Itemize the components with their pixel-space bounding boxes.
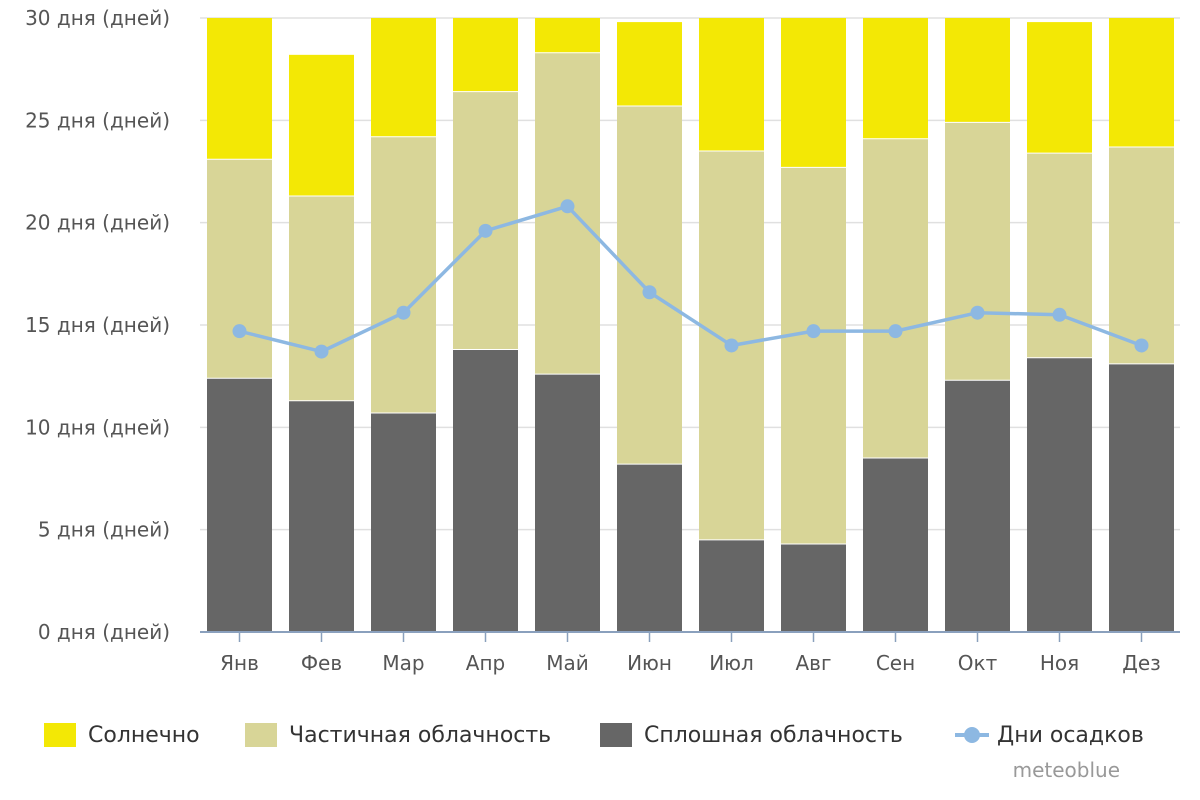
x-tick-label: Мар <box>382 651 424 675</box>
bar-segment <box>945 380 1010 632</box>
grid-lines <box>200 17 1180 531</box>
precipitation-point <box>970 305 985 320</box>
bar-segment <box>207 378 272 632</box>
x-tick-label: Апр <box>466 651 505 675</box>
precipitation-point <box>1052 307 1067 322</box>
x-tick-label: Дез <box>1122 651 1161 675</box>
bar-segment <box>699 539 764 632</box>
bar-segment <box>617 22 682 107</box>
y-tick-label: 25 дня (дней) <box>25 108 170 132</box>
bar-segment <box>781 167 846 544</box>
bar-segment <box>453 18 518 92</box>
legend-label-precipitation: Дни осадков <box>997 722 1144 748</box>
bar-segment <box>453 349 518 632</box>
bar-segment <box>1027 153 1092 358</box>
y-tick-label: 30 дня (дней) <box>25 6 170 30</box>
legend-item-sunny: Солнечно <box>44 712 200 758</box>
precipitation-point <box>724 338 739 353</box>
chart: 0 дня (дней) 5 дня (дней) 10 дня (дней) 15 … <box>25 6 1180 675</box>
x-tick-label: Авг <box>796 651 832 675</box>
legend-item-partly-cloudy: Частичная облачность <box>245 712 551 758</box>
bar-segment <box>453 91 518 350</box>
y-tick-label: 10 дня (дней) <box>25 415 170 439</box>
bar-segment <box>289 400 354 632</box>
precipitation-point <box>560 199 575 214</box>
precipitation-point <box>396 305 411 320</box>
bar-segment <box>289 54 354 197</box>
legend-label-overcast: Сплошная облачность <box>644 722 903 748</box>
bar-segment <box>945 122 1010 381</box>
x-tick-label: Сен <box>876 651 915 675</box>
bar-segment <box>863 458 928 632</box>
bar-segment <box>207 159 272 379</box>
bar-segment <box>371 136 436 414</box>
bar-segment <box>371 18 436 137</box>
precipitation-point <box>642 285 657 300</box>
x-tick-label: Окт <box>958 651 998 675</box>
bar-segment <box>1109 363 1174 632</box>
x-tick-label: Июн <box>627 651 672 675</box>
bar-segment <box>207 18 272 160</box>
legend-line-precipitation-icon <box>955 723 989 747</box>
bar-segment <box>535 374 600 632</box>
bar-segment <box>945 18 1010 123</box>
precipitation-point <box>888 324 903 339</box>
axes: 0 дня (дней) 5 дня (дней) 10 дня (дней) 15 … <box>25 6 1180 675</box>
legend: Солнечно Частичная облачность Сплошная о… <box>0 712 1200 758</box>
bar-segment <box>781 543 846 632</box>
x-tick-label: Ноя <box>1040 651 1079 675</box>
legend-label-sunny: Солнечно <box>88 722 200 748</box>
x-tick-label: Янв <box>220 651 259 675</box>
y-tick-label: 15 дня (дней) <box>25 313 170 337</box>
bar-segment <box>617 464 682 632</box>
legend-swatch-partly-cloudy <box>245 723 277 747</box>
legend-item-overcast: Сплошная облачность <box>600 712 903 758</box>
precipitation-line <box>232 199 1149 359</box>
y-tick-label: 5 дня (дней) <box>38 518 170 542</box>
y-tick-label: 20 дня (дней) <box>25 211 170 235</box>
x-tick-label: Июл <box>709 651 754 675</box>
bar-segment <box>1109 18 1174 147</box>
precipitation-point <box>806 324 821 339</box>
bar-segment <box>1027 22 1092 154</box>
bar-segment <box>863 138 928 459</box>
precipitation-point <box>314 344 329 359</box>
bar-segment <box>535 18 600 53</box>
precipitation-point <box>478 223 493 238</box>
y-tick-label: 0 дня (дней) <box>38 620 170 644</box>
precipitation-point <box>232 324 247 339</box>
bars <box>207 18 1174 632</box>
precipitation-line-path <box>239 204 1143 354</box>
bar-segment <box>699 18 764 152</box>
precipitation-point <box>1134 338 1149 353</box>
legend-swatch-sunny <box>44 723 76 747</box>
credit-meteoblue: meteoblue <box>1012 758 1120 782</box>
bar-segment <box>1109 146 1174 364</box>
bar-segment <box>781 18 846 168</box>
bar-segment <box>371 413 436 632</box>
bar-segment <box>617 106 682 465</box>
bar-segment <box>289 196 354 401</box>
legend-item-precipitation: Дни осадков <box>955 712 1144 758</box>
x-tick-label: Фев <box>301 651 342 675</box>
bar-segment <box>1027 357 1092 632</box>
legend-label-partly-cloudy: Частичная облачность <box>289 722 552 748</box>
legend-swatch-overcast <box>600 723 632 747</box>
x-tick-label: Май <box>546 651 589 675</box>
bar-segment <box>863 18 928 139</box>
